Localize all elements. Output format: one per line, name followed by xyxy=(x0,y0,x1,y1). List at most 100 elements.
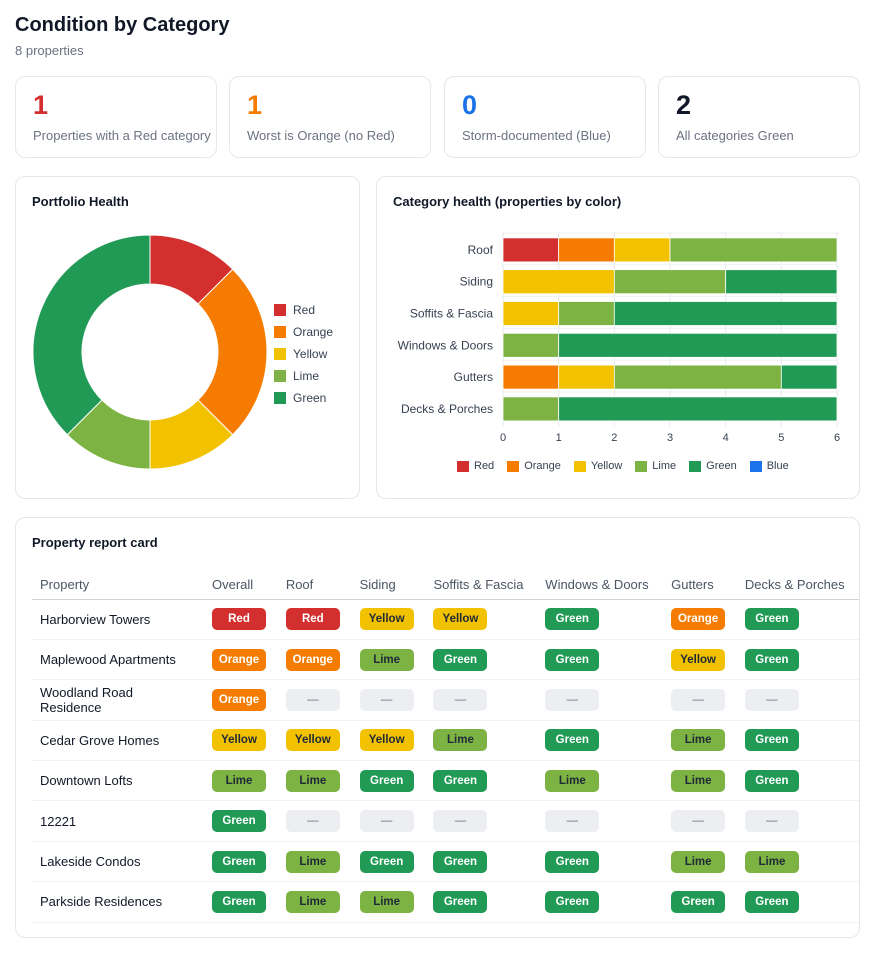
cell-windows-and-doors: Green xyxy=(537,720,664,762)
legend-swatch xyxy=(749,460,762,472)
bar-legend-item-blue[interactable]: Blue xyxy=(749,460,789,472)
bar-segment-decks-and-porches-lime[interactable] xyxy=(502,396,560,422)
x-tick-label: 6 xyxy=(834,432,840,444)
bar-segment-roof-lime[interactable] xyxy=(669,237,838,263)
status-badge: Green xyxy=(545,608,600,631)
cell-decks-and-porches: Lime xyxy=(736,841,859,883)
table-row[interactable]: Downtown Lofts Lime Lime Green Green Lime Lime… xyxy=(32,760,859,802)
kpi-value: 1 xyxy=(33,90,49,120)
bar-segment-roof-yellow[interactable] xyxy=(613,237,671,263)
bar-segment-gutters-green[interactable] xyxy=(780,364,838,390)
y-tick-label: Gutters xyxy=(454,370,493,384)
bar-segment-gutters-lime[interactable] xyxy=(613,364,782,390)
legend-swatch xyxy=(507,460,520,472)
bar-segment-gutters-orange[interactable] xyxy=(502,364,560,390)
bar-segment-soffits-and-fascia-green[interactable] xyxy=(613,301,838,326)
kpi-card-green: 2 All categories Green xyxy=(658,76,860,158)
kpi-label: Worst is Orange (no Red) xyxy=(247,128,395,143)
table-row[interactable]: Maplewood Apartments Orange Orange Lime Gree… xyxy=(32,639,859,681)
bar-legend-item-orange[interactable]: Orange xyxy=(507,460,561,472)
cell-overall: Lime xyxy=(204,760,278,802)
table-row[interactable]: Cedar Grove Homes Yellow Yellow Yellow Lime G… xyxy=(32,720,859,762)
status-badge: Lime xyxy=(671,850,726,873)
legend-swatch xyxy=(274,370,286,382)
legend-item-lime[interactable]: Lime xyxy=(274,365,333,387)
legend-label: Lime xyxy=(293,369,320,383)
status-badge: Orange xyxy=(212,688,266,711)
status-badge: Green xyxy=(433,648,488,671)
bar-legend-item-green[interactable]: Green xyxy=(689,460,737,472)
page-subtitle: 8 properties xyxy=(15,43,84,58)
property-name: Cedar Grove Homes xyxy=(32,720,204,762)
table-row[interactable]: Parkside Residences Green Lime Lime Green Gre… xyxy=(32,881,859,923)
status-badge: Green xyxy=(212,890,266,913)
cell-siding: Green xyxy=(351,841,426,883)
status-badge: — xyxy=(433,810,488,833)
bar-segment-siding-yellow[interactable] xyxy=(502,269,615,295)
legend-item-red[interactable]: Red xyxy=(274,299,333,321)
bar-legend-item-yellow[interactable]: Yellow xyxy=(573,460,622,472)
kpi-value: 0 xyxy=(462,90,478,120)
status-badge: Yellow xyxy=(359,729,414,752)
cell-decks-and-porches: — xyxy=(736,679,859,721)
y-tick-label: Decks & Porches xyxy=(401,402,493,416)
bar-segment-soffits-and-fascia-lime[interactable] xyxy=(558,301,615,326)
portfolio-health-title: Portfolio Health xyxy=(32,194,129,209)
donut-slice-green[interactable] xyxy=(32,234,151,436)
legend-item-yellow[interactable]: Yellow xyxy=(274,343,333,365)
bar-legend-item-red[interactable]: Red xyxy=(457,460,494,472)
column-header-siding[interactable]: Siding xyxy=(351,571,426,600)
property-name: Woodland Road Residence xyxy=(32,679,204,721)
table-row[interactable]: Harborview Towers Red Red Yellow Yellow Green… xyxy=(32,599,859,640)
property-name: Downtown Lofts xyxy=(32,760,204,802)
status-badge: Lime xyxy=(671,769,726,792)
table-row[interactable]: Lakeside Condos Green Lime Green Green Green L… xyxy=(32,841,859,883)
status-badge: — xyxy=(671,688,726,711)
cell-windows-and-doors: Green xyxy=(537,881,664,923)
bar-segment-windows-and-doors-lime[interactable] xyxy=(502,332,560,358)
status-badge: Yellow xyxy=(671,648,726,671)
property-name: Maplewood Apartments xyxy=(32,639,204,681)
bar-segment-roof-orange[interactable] xyxy=(558,237,615,263)
bar-legend-item-lime[interactable]: Lime xyxy=(635,460,676,472)
status-badge: — xyxy=(545,810,600,833)
column-header-roof[interactable]: Roof xyxy=(277,571,352,600)
cell-siding: Green xyxy=(351,760,426,802)
cell-roof: Red xyxy=(277,599,352,640)
property-name: Parkside Residences xyxy=(32,881,204,923)
status-badge: Lime xyxy=(433,729,488,752)
donut-chart xyxy=(32,234,268,470)
donut-slice-orange[interactable] xyxy=(197,268,268,436)
cell-siding: — xyxy=(351,800,426,842)
kpi-card-orange: 1 Worst is Orange (no Red) xyxy=(229,76,431,158)
status-badge: — xyxy=(744,688,799,711)
cell-overall: Green xyxy=(204,841,278,883)
kpi-label: Storm-documented (Blue) xyxy=(462,128,611,143)
column-header-windows-and-doors[interactable]: Windows & Doors xyxy=(537,571,664,600)
table-header-row: Property Overall Roof Siding Soffits & Fasci… xyxy=(32,571,859,600)
cell-roof: Orange xyxy=(277,639,352,681)
bar-segment-siding-green[interactable] xyxy=(725,269,838,295)
cell-soffits-and-fascia: Lime xyxy=(425,720,538,762)
status-badge: Green xyxy=(744,729,799,752)
cell-soffits-and-fascia: Green xyxy=(425,639,538,681)
bar-segment-siding-lime[interactable] xyxy=(613,269,727,295)
column-header-gutters[interactable]: Gutters xyxy=(663,571,737,600)
bar-segment-gutters-yellow[interactable] xyxy=(558,364,615,390)
column-header-property[interactable]: Property xyxy=(32,571,204,600)
property-name: Lakeside Condos xyxy=(32,841,204,883)
table-row[interactable]: Woodland Road Residence Orange — — — — — — xyxy=(32,679,859,721)
bar-segment-windows-and-doors-green[interactable] xyxy=(558,332,838,358)
legend-item-green[interactable]: Green xyxy=(274,387,333,409)
status-badge: Lime xyxy=(545,769,600,792)
table-row[interactable]: 12221 Green — — — — — — xyxy=(32,800,859,842)
bar-segment-roof-red[interactable] xyxy=(502,237,560,263)
page-title: Condition by Category xyxy=(15,14,230,36)
bar-segment-soffits-and-fascia-yellow[interactable] xyxy=(502,301,560,326)
y-tick-label: Windows & Doors xyxy=(398,338,493,352)
column-header-overall[interactable]: Overall xyxy=(204,571,278,600)
legend-item-orange[interactable]: Orange xyxy=(274,321,333,343)
column-header-soffits-and-fascia[interactable]: Soffits & Fascia xyxy=(425,571,538,600)
column-header-decks-and-porches[interactable]: Decks & Porches xyxy=(736,571,859,600)
bar-segment-decks-and-porches-green[interactable] xyxy=(558,396,838,422)
